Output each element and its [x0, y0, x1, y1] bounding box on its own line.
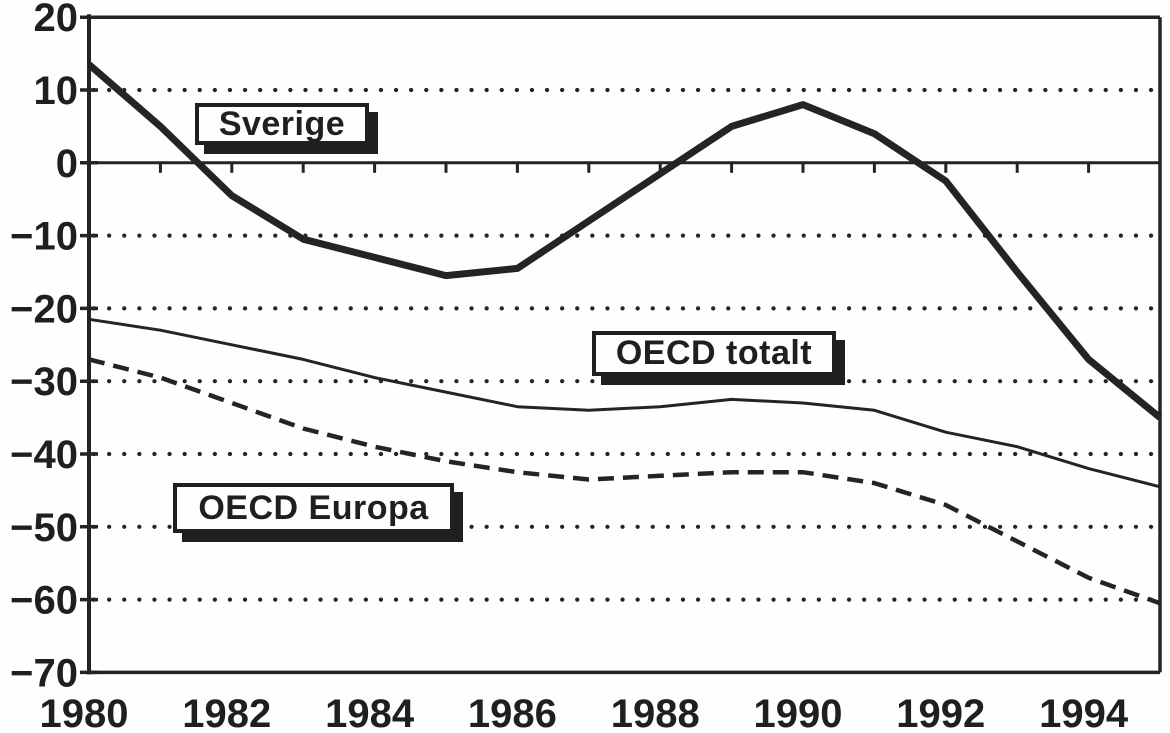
x-tick-label: 1990	[754, 692, 843, 733]
series-label-oecd-totalt: OECD totalt	[592, 331, 836, 376]
series-line-oecd-totalt	[88, 317, 1161, 489]
y-tick-label: 0	[56, 142, 78, 186]
x-tick-label: 1986	[468, 692, 557, 733]
y-tick-label: −10	[10, 215, 78, 259]
y-tick-label: −70	[10, 651, 78, 695]
y-tick-label: −60	[10, 579, 78, 623]
series-line-oecd-europa	[88, 357, 1161, 606]
series-label-oecd-europa: OECD Europa	[173, 483, 454, 533]
x-tick-label: 1982	[182, 692, 271, 733]
y-tick-label: −30	[10, 360, 78, 404]
y-tick-label: −20	[10, 287, 78, 331]
series-line-sverige	[86, 61, 1163, 421]
y-tick-label: −50	[10, 506, 78, 550]
x-tick-label: 1988	[611, 692, 700, 733]
x-tick-label: 1994	[1039, 692, 1129, 733]
y-tick-label: 10	[34, 69, 79, 113]
series-label-sverige: Sverige	[195, 103, 369, 145]
x-tick-label: 1992	[896, 692, 985, 733]
y-tick-label: −40	[10, 433, 78, 477]
x-tick-label: 1980	[40, 692, 129, 733]
y-tick-label: 20	[34, 0, 79, 40]
x-tick-label: 1984	[325, 692, 415, 733]
